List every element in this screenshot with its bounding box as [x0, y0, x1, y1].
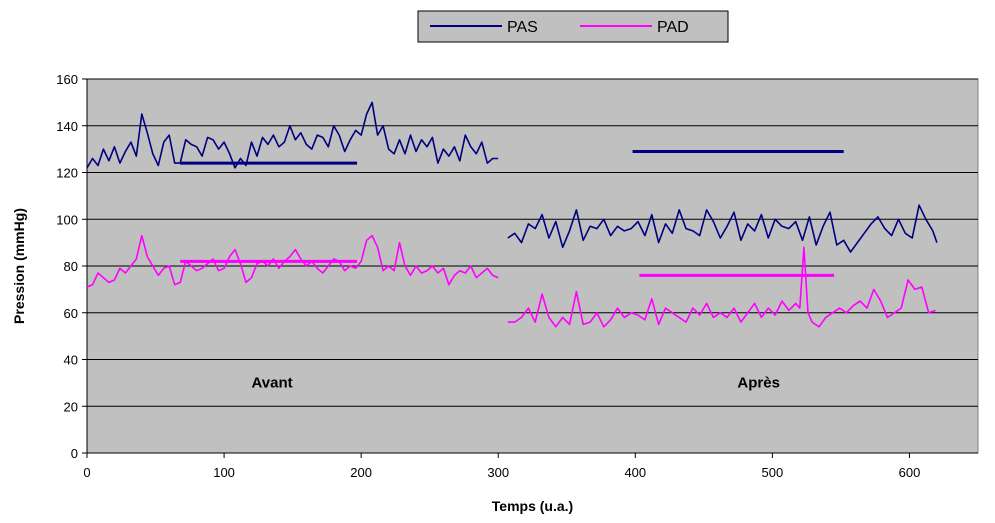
x-tick-label: 100 [213, 465, 235, 480]
legend-label-pad: PAD [657, 19, 689, 36]
y-tick-label: 140 [56, 119, 78, 134]
x-axis-title: Temps (u.a.) [492, 498, 573, 514]
x-tick-label: 0 [83, 465, 90, 480]
series-line-pad [507, 246, 936, 328]
x-tick-label: 400 [624, 465, 646, 480]
y-tick-label: 100 [56, 212, 78, 227]
x-tick-label: 500 [762, 465, 784, 480]
series-line-pas [86, 101, 499, 169]
y-tick-label: 60 [64, 306, 78, 321]
x-tick-label: 600 [899, 465, 921, 480]
annotation-label: Avant [251, 375, 292, 392]
x-tick-label: 300 [487, 465, 509, 480]
y-tick-label: 40 [64, 353, 78, 368]
series-line-pas [507, 204, 938, 253]
y-tick-label: 160 [56, 72, 78, 87]
series-line-pad [86, 234, 499, 288]
annotation-label: Après [737, 375, 780, 392]
y-axis-title: Pression (mmHg) [11, 208, 27, 324]
x-tick-label: 200 [350, 465, 372, 480]
y-tick-label: 120 [56, 166, 78, 181]
y-tick-label: 20 [64, 399, 78, 414]
legend-label-pas: PAS [507, 19, 538, 36]
y-tick-label: 80 [64, 259, 78, 274]
y-tick-label: 0 [71, 446, 78, 461]
